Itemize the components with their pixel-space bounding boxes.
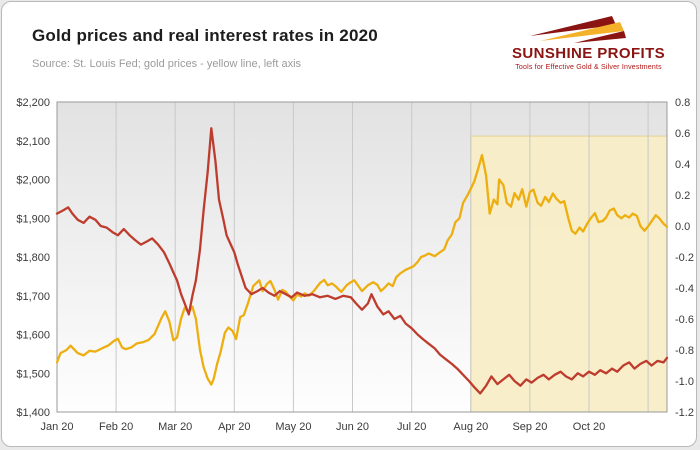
- left-axis-tick-label: $1,700: [16, 291, 50, 303]
- right-axis-tick-label: -1.2: [675, 407, 694, 419]
- x-axis-tick-label: Jan 20: [40, 421, 73, 433]
- left-axis-tick-label: $1,800: [16, 252, 50, 264]
- x-axis-tick-label: Apr 20: [218, 421, 250, 433]
- left-axis-tick-label: $1,900: [16, 213, 50, 225]
- right-axis-tick-label: -0.6: [675, 314, 694, 326]
- chart-title: Gold prices and real interest rates in 2…: [32, 26, 378, 45]
- left-axis-tick-label: $1,600: [16, 330, 50, 342]
- x-axis-tick-label: Mar 20: [158, 421, 192, 433]
- logo-name: SUNSHINE PROFITS: [511, 45, 666, 62]
- right-axis-tick-label: 0.6: [675, 128, 690, 140]
- sunshine-profits-logo: SUNSHINE PROFITS Tools for Effective Gol…: [501, 14, 676, 71]
- plot-border: [56, 101, 668, 413]
- x-axis-tick-label: Jul 20: [397, 421, 426, 433]
- right-axis-tick-label: 0.4: [675, 159, 690, 171]
- left-axis-tick-label: $2,100: [16, 136, 50, 148]
- ray-shape-dark-small: [573, 31, 626, 43]
- left-axis-tick-label: $2,000: [16, 175, 50, 187]
- x-axis-tick-label: May 20: [275, 421, 311, 433]
- real-interest-rate-line: [55, 127, 669, 395]
- left-axis-tick-label: $1,400: [16, 407, 50, 419]
- right-axis-tick-label: -1.0: [675, 376, 694, 388]
- ray-shape-dark: [529, 16, 616, 36]
- left-axis-tick-label: $1,500: [16, 368, 50, 380]
- x-axis-tick-label: Feb 20: [99, 421, 133, 433]
- x-axis-tick-label: Sep 20: [512, 421, 547, 433]
- right-axis-tick-label: -0.4: [675, 283, 694, 295]
- right-axis-tick-label: 0.8: [675, 97, 690, 109]
- x-axis-tick-label: Jun 20: [336, 421, 369, 433]
- ray-shape-yellow: [539, 22, 624, 41]
- gold-price-line: [55, 153, 669, 386]
- chart-source: Source: St. Louis Fed; gold prices - yel…: [32, 58, 302, 70]
- x-axis-tick-label: Oct 20: [573, 421, 605, 433]
- highlight-region: [470, 135, 668, 413]
- right-axis-tick-label: -0.8: [675, 345, 694, 357]
- left-axis-tick-label: $2,200: [16, 97, 50, 109]
- logo-tagline: Tools for Effective Gold & Silver Invest…: [515, 64, 662, 71]
- right-axis-tick-label: -0.2: [675, 252, 694, 264]
- right-axis-tick-label: 0.0: [675, 221, 690, 233]
- right-axis-tick-label: 0.2: [675, 190, 690, 202]
- sunshine-rays-icon: [529, 16, 626, 43]
- x-axis-tick-label: Aug 20: [453, 421, 488, 433]
